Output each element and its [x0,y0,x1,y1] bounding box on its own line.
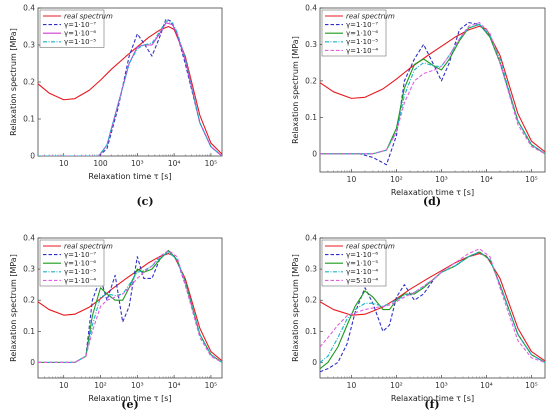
series-line [38,249,222,363]
plot-frame [319,7,546,173]
legend-entry: γ=1·10⁻⁵ [346,260,378,268]
legend-entry: γ=1·10⁻⁶ [346,30,378,38]
y-axis-label: Relaxation spectrum [MPa] [291,36,300,144]
panel-label: (d) [423,195,441,208]
y-axis-label: Relaxation spectrum [MPa] [9,28,18,136]
legend-entry: γ=1·10⁻⁴ [64,277,96,285]
series-line [320,25,545,153]
y-tick-label: 0.3 [23,265,35,274]
y-tick-label: 0.1 [23,115,35,124]
x-tick-label: 10 [59,159,69,168]
chart-panel-3: 10 10² 10³ 10⁴ 10⁵ 0 0.1 0.2 0.3 0.4 Relaxation ti… [291,234,546,411]
x-tick-label: 10² [390,175,403,184]
y-tick-label: 0 [30,358,35,367]
x-tick-label: 10⁴ [168,381,181,390]
legend-entry: γ=1·10⁻⁷ [346,21,378,29]
series-line [38,251,222,363]
y-tick-label: 0.1 [305,113,317,122]
chart-panel-0: 10 100 10³ 10⁴ 10⁵ 0 0.1 0.2 0.3 0.4 Relaxation ti… [9,4,223,208]
x-tick-label: 10² [94,381,107,390]
x-tick-label: 10⁵ [525,175,538,184]
legend-entry: γ=1·10⁻⁴ [346,47,378,55]
series-line [320,251,545,373]
legend-entry: γ=1·10⁻⁷ [64,251,96,259]
y-axis-label: Relaxation spectrum [MPa] [9,254,18,362]
y-tick-label: 0.2 [305,76,317,85]
legend-entry: γ=5·10⁻⁴ [346,277,378,285]
y-tick-label: 0.4 [23,4,35,13]
y-tick-label: 0.4 [305,234,317,243]
legend-entry: γ=1·10⁻⁵ [346,38,378,46]
chart-panel-2: 10 10² 10³ 10⁴ 10⁵ 0 0.1 0.2 0.3 0.4 Relaxation ti… [9,234,223,411]
series-line [38,249,222,363]
x-tick-label: 10⁴ [480,175,493,184]
legend-entry: real spectrum [346,242,395,250]
x-tick-label: 10² [390,381,403,390]
legend-entry: real spectrum [64,242,113,250]
x-tick-label: 10⁵ [205,381,218,390]
y-tick-label: 0 [30,152,35,161]
series-line [320,248,545,363]
x-tick-label: 10³ [435,175,448,184]
x-tick-label: 10 [347,381,357,390]
legend-entry: γ=1·10⁻⁷ [64,21,96,29]
y-tick-label: 0.1 [305,327,317,336]
panel-label: (e) [121,398,138,411]
x-tick-label: 10³ [131,381,144,390]
chart-panel-1: 10 10² 10³ 10⁴ 10⁵ 0 0.1 0.2 0.3 0.4 Relaxation ti… [291,4,546,208]
series-line [320,22,545,155]
x-axis-label: Relaxation time τ [s] [391,394,474,403]
series-line [38,18,222,156]
x-axis-label: Relaxation time τ [s] [88,172,171,181]
y-tick-label: 0.2 [23,296,35,305]
y-axis-label: Relaxation spectrum [MPa] [291,254,300,362]
x-axis-label: Relaxation time τ [s] [391,188,474,197]
legend-entry: γ=1·10⁻⁶ [346,251,378,259]
x-tick-label: 10³ [131,159,144,168]
x-tick-label: 10⁴ [480,381,493,390]
x-tick-label: 10³ [435,381,448,390]
y-tick-label: 0.3 [305,265,317,274]
y-tick-label: 0.3 [305,40,317,49]
y-tick-label: 0.3 [23,41,35,50]
legend-entry: γ=1·10⁻⁶ [64,30,96,38]
legend-entry: real spectrum [346,12,395,20]
series-line [38,20,222,156]
y-tick-label: 0.1 [23,327,35,336]
y-tick-label: 0.2 [23,78,35,87]
legend-entry: γ=1·10⁻⁶ [64,260,96,268]
x-tick-label: 10⁴ [168,159,181,168]
y-tick-label: 0 [312,149,317,158]
plot-frame [319,237,546,379]
x-tick-label: 100 [93,159,108,168]
y-tick-label: 0.4 [305,4,317,13]
plot-frame [37,237,223,379]
y-tick-label: 0.2 [305,296,317,305]
legend-entry: γ=1·10⁻⁵ [64,268,96,276]
y-tick-label: 0.4 [23,234,35,243]
legend-entry: γ=1·10⁻⁵ [64,38,96,46]
legend-entry: real spectrum [64,12,113,20]
x-tick-label: 10 [59,381,69,390]
x-tick-label: 10⁵ [525,381,538,390]
series-line [320,253,545,362]
panel-label: (c) [136,195,153,208]
legend-entry: γ=1·10⁻⁴ [346,268,378,276]
y-tick-label: 0 [312,358,317,367]
x-tick-label: 10⁵ [205,159,218,168]
panel-label: (f) [424,398,439,411]
x-axis-label: Relaxation time τ [s] [88,394,171,403]
x-tick-label: 10 [347,175,357,184]
series-line [38,253,222,362]
